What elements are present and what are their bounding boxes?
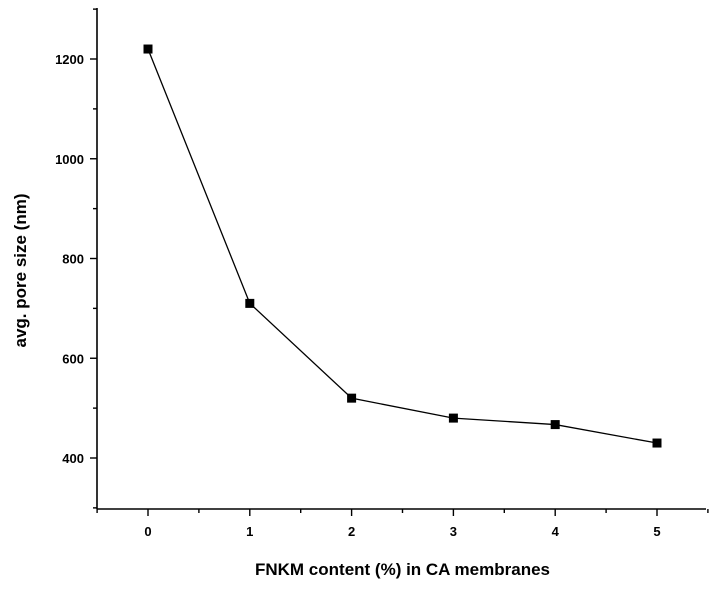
tick-labels: 0 1 2 3 4 5 400 600 800 1000 1200 bbox=[55, 52, 661, 539]
data-point-marker bbox=[448, 413, 458, 423]
x-tick-label: 4 bbox=[552, 524, 560, 539]
axes bbox=[96, 8, 706, 510]
x-axis-title: FNKM content (%) in CA membranes bbox=[255, 560, 550, 579]
data-point-marker bbox=[245, 298, 255, 308]
y-tick-label: 400 bbox=[62, 451, 84, 466]
y-tick-label: 1000 bbox=[55, 152, 84, 167]
tick-marks bbox=[90, 8, 709, 516]
data-point-marker bbox=[347, 393, 357, 403]
y-axis-title: avg. pore size (nm) bbox=[11, 194, 30, 348]
x-tick-label: 3 bbox=[450, 524, 457, 539]
data-point-marker bbox=[143, 44, 153, 54]
y-tick-label: 1200 bbox=[55, 52, 84, 67]
series bbox=[143, 44, 662, 448]
x-tick-label: 0 bbox=[144, 524, 151, 539]
data-point-marker bbox=[652, 438, 662, 448]
y-tick-label: 600 bbox=[62, 351, 84, 366]
x-tick-label: 1 bbox=[246, 524, 253, 539]
series-line bbox=[147, 48, 658, 444]
y-tick-label: 800 bbox=[62, 252, 84, 267]
x-tick-label: 2 bbox=[348, 524, 355, 539]
data-point-marker bbox=[550, 420, 560, 430]
x-tick-label: 5 bbox=[653, 524, 660, 539]
